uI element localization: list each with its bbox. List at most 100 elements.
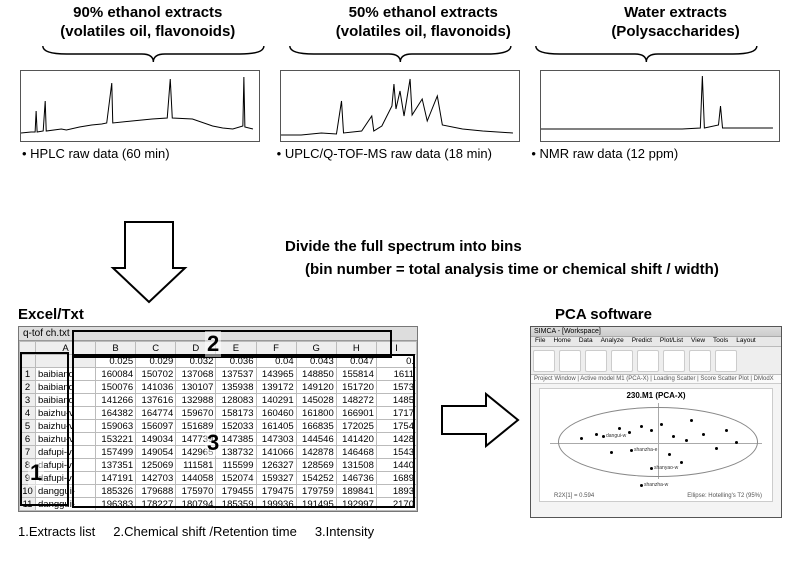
label-line2: (volatiles oil, flavonoids): [336, 23, 511, 42]
down-arrow-icon: [110, 218, 188, 306]
table-cell: 130107: [176, 381, 216, 394]
score-point: [602, 435, 605, 438]
uplc-trace: [281, 79, 513, 135]
hplc-trace: [21, 77, 253, 133]
score-point: [680, 461, 683, 464]
score-point: [660, 423, 663, 426]
table-cell: 151720: [336, 381, 376, 394]
hplc-caption: • HPLC raw data (60 min): [18, 146, 273, 161]
ellipse-text: Ellipse: Hotelling's T2 (95%): [687, 493, 762, 499]
score-point-label: shanyao-w: [654, 465, 678, 471]
ribbon-button[interactable]: [663, 350, 685, 372]
ribbon-tab[interactable]: View: [687, 337, 709, 346]
score-point: [640, 484, 643, 487]
table-cell: 180794: [176, 498, 216, 511]
brace-icon: [285, 44, 516, 68]
top-label-50eth: 50% ethanol extracts (volatiles oil, fla…: [336, 4, 511, 42]
col-letter: E: [216, 342, 256, 355]
ribbon-tab[interactable]: Plot/List: [656, 337, 687, 346]
ribbon-tab[interactable]: File: [531, 337, 549, 346]
table-cell: 160460: [256, 407, 296, 420]
table-cell: 132988: [176, 394, 216, 407]
table-cell: 150076: [96, 381, 136, 394]
table-row: 4baizhu-v1643821647741596701581731604601…: [20, 407, 417, 420]
nmr-caption: • NMR raw data (12 ppm): [527, 146, 782, 161]
ribbon-button[interactable]: [689, 350, 711, 372]
table-cell: 137351: [96, 459, 136, 472]
legend-1: 1.Extracts list: [18, 524, 95, 539]
table-cell: 146468: [336, 446, 376, 459]
header-cell: 0.: [376, 355, 416, 368]
score-point-label: shanzha-e: [634, 447, 657, 453]
table-cell: 141266: [96, 394, 136, 407]
pca-titlebar: SIMCA - [Workspace]: [531, 327, 781, 337]
ribbon-button[interactable]: [715, 350, 737, 372]
r2x-text: R2X[1] = 0.594: [554, 493, 594, 499]
col-letter: G: [296, 342, 336, 355]
label-line1: Water extracts: [611, 4, 739, 23]
table-cell: 159063: [96, 420, 136, 433]
table-cell: 157499: [96, 446, 136, 459]
table-cell: 2: [20, 381, 36, 394]
table-cell: 6: [20, 433, 36, 446]
table-cell: 141420: [336, 433, 376, 446]
table-cell: 11: [20, 498, 36, 511]
table-cell: 137068: [176, 368, 216, 381]
nmr-spectrum: [540, 70, 780, 142]
label-line1: 90% ethanol extracts: [60, 4, 235, 23]
ribbon-tab[interactable]: Tools: [709, 337, 732, 346]
table-cell: 149120: [296, 381, 336, 394]
ribbon-button[interactable]: [559, 350, 581, 372]
ribbon-tab[interactable]: Analyze: [597, 337, 628, 346]
brace-icon: [38, 44, 269, 68]
overlay-num-3: 3: [205, 430, 221, 456]
pca-ribbon-tabs: FileHomeDataAnalyzePredictPlot/ListViewT…: [531, 337, 781, 347]
table-cell: baizhu-v: [36, 407, 96, 420]
col-letter: H: [336, 342, 376, 355]
table-cell: baibiand: [36, 368, 96, 381]
table-cell: 140291: [256, 394, 296, 407]
top-label-water: Water extracts (Polysaccharides): [611, 4, 739, 42]
right-arrow-icon: [438, 390, 522, 450]
ribbon-tab[interactable]: Data: [575, 337, 597, 346]
ribbon-tab[interactable]: Home: [549, 337, 574, 346]
header-cell: [20, 355, 36, 368]
binning-text: Divide the full spectrum into bins (bin …: [285, 238, 765, 278]
table-cell: 155814: [336, 368, 376, 381]
overlay-num-1: 1: [28, 460, 44, 486]
table-cell: 137616: [136, 394, 176, 407]
table-cell: 179475: [256, 485, 296, 498]
table-cell: 148272: [336, 394, 376, 407]
ribbon-tab[interactable]: Predict: [628, 337, 656, 346]
table-cell: 128569: [296, 459, 336, 472]
ribbon-button[interactable]: [637, 350, 659, 372]
pca-plot-title: 230.M1 (PCA-X): [540, 389, 772, 400]
table-cell: 196383: [96, 498, 136, 511]
table-cell: 10: [20, 485, 36, 498]
top-label-row: 90% ethanol extracts (volatiles oil, fla…: [0, 0, 800, 44]
table-cell: danggui-: [36, 498, 96, 511]
pca-subtabs: Project Window | Active model M1 (PCA-X)…: [531, 375, 781, 384]
table-cell: 153221: [96, 433, 136, 446]
col-letter: B: [96, 342, 136, 355]
table-cell: dafupi-v: [36, 459, 96, 472]
ribbon-tab[interactable]: Layout: [732, 337, 760, 346]
table-cell: 3: [20, 394, 36, 407]
pca-score-plot: 230.M1 (PCA-X) dangui-w shanzha-e shanyao-…: [539, 388, 773, 502]
score-point-label: dangui-w: [606, 433, 626, 439]
score-point: [725, 429, 728, 432]
score-point: [715, 447, 718, 450]
table-row: 3baibiand1412661376161329881280831402911…: [20, 394, 417, 407]
table-cell: baizhu-v: [36, 433, 96, 446]
table-cell: 179759: [296, 485, 336, 498]
ribbon-button[interactable]: [611, 350, 633, 372]
table-cell: 166835: [296, 420, 336, 433]
overlay-num-2: 2: [205, 331, 221, 357]
table-cell: 148850: [296, 368, 336, 381]
table-cell: baizhu-v: [36, 420, 96, 433]
header-cell: 0.04: [256, 355, 296, 368]
table-row: 2baibiand1500761410361301071359381391721…: [20, 381, 417, 394]
ribbon-button[interactable]: [585, 350, 607, 372]
ribbon-button[interactable]: [533, 350, 555, 372]
header-cell: [36, 355, 96, 368]
